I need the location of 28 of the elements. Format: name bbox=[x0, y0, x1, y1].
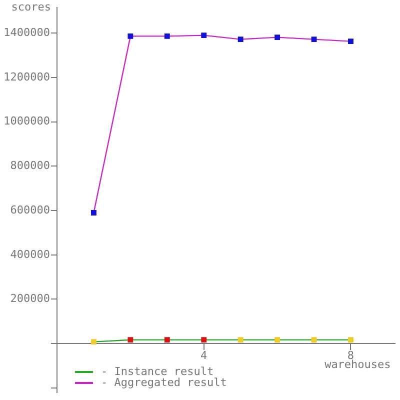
point bbox=[201, 337, 207, 343]
y-tick-label: 600000 bbox=[10, 203, 50, 216]
point bbox=[311, 337, 317, 343]
point bbox=[90, 339, 96, 345]
point bbox=[238, 36, 244, 42]
y-axis-title: scores bbox=[11, 0, 51, 14]
y-tick-label: 1000000 bbox=[4, 114, 50, 128]
point bbox=[201, 32, 207, 38]
legend-label: - Instance result bbox=[101, 365, 214, 378]
legend-label: - Aggregated result bbox=[101, 376, 227, 389]
x-tick-label: 4 bbox=[200, 349, 208, 362]
point bbox=[128, 33, 134, 39]
y-tick-label: 400000 bbox=[10, 248, 50, 261]
y-tick-label: 800000 bbox=[10, 159, 50, 172]
y-tick-label: 1400000 bbox=[4, 26, 50, 39]
point bbox=[164, 33, 170, 39]
point bbox=[311, 36, 317, 42]
point bbox=[274, 34, 280, 40]
x-axis-title: warehouses bbox=[324, 358, 391, 371]
point bbox=[128, 337, 134, 343]
point bbox=[348, 38, 354, 44]
point bbox=[90, 210, 96, 216]
point bbox=[164, 337, 170, 343]
point bbox=[238, 337, 244, 343]
point bbox=[348, 337, 354, 343]
y-tick-label: 1200000 bbox=[4, 70, 50, 84]
y-tick-label: 200000 bbox=[10, 292, 50, 306]
point bbox=[274, 337, 280, 343]
